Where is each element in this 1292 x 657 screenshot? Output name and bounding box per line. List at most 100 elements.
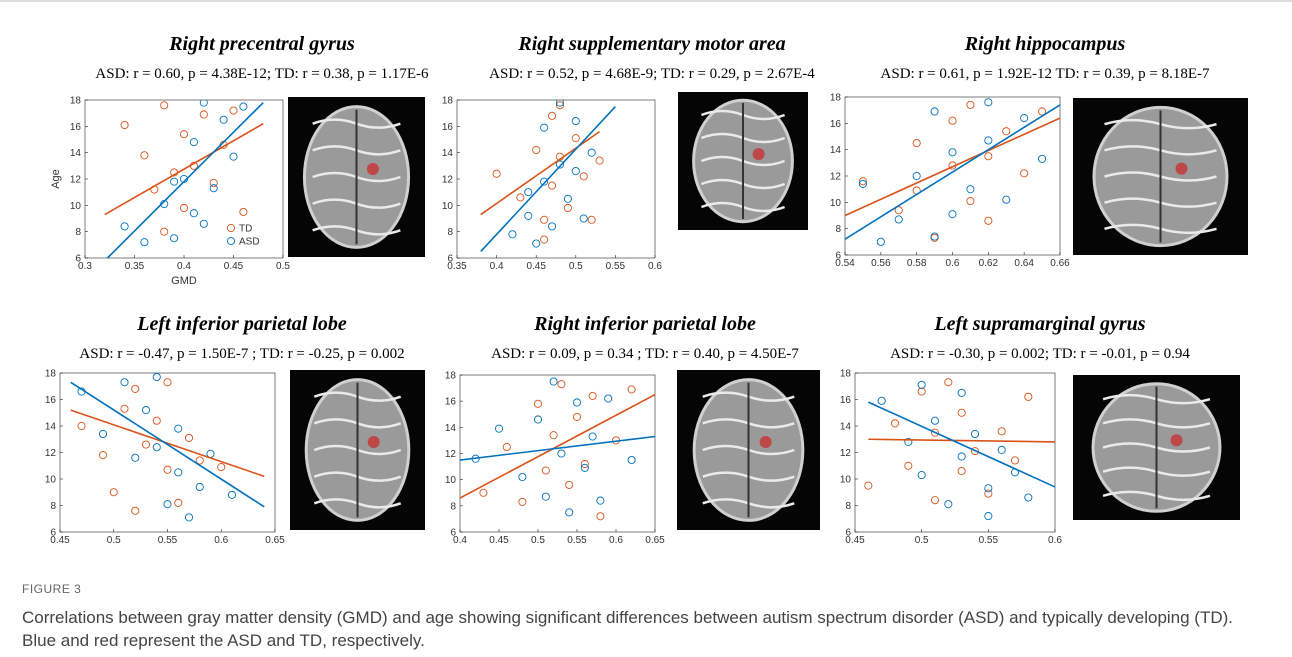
y-axis-label: Age [50, 169, 62, 189]
x-tick-label: 0.5 [276, 261, 290, 272]
brain-highlight [367, 163, 379, 175]
x-tick-label: 0.65 [265, 535, 285, 546]
y-tick-label: 18 [45, 369, 57, 380]
x-tick-label: 0.5 [915, 535, 929, 546]
y-tick-label: 12 [45, 448, 57, 459]
y-tick-label: 8 [447, 227, 453, 238]
brain-highlight [753, 148, 765, 160]
y-tick-label: 12 [442, 175, 454, 186]
panel: Right inferior parietal lobe ASD: r = 0.0… [445, 313, 820, 546]
y-tick-label: 8 [75, 227, 81, 238]
y-tick-label: 8 [50, 501, 56, 512]
plot-box [85, 100, 283, 258]
plot-box [457, 100, 655, 258]
x-tick-label: 0.5 [107, 535, 121, 546]
x-tick-label: 0.4 [490, 261, 504, 272]
brain-highlight [1176, 163, 1188, 175]
x-tick-label: 0.62 [979, 258, 999, 269]
figure-caption: Correlations between gray matter density… [22, 606, 1252, 652]
y-tick-label: 6 [75, 254, 81, 265]
x-tick-label: 0.56 [871, 258, 891, 269]
y-tick-label: 10 [830, 198, 842, 209]
y-tick-label: 12 [70, 175, 82, 186]
chart-title: Right precentral gyrus [168, 33, 355, 55]
y-tick-label: 6 [450, 528, 456, 539]
y-tick-label: 6 [50, 528, 56, 539]
x-tick-label: 0.6 [214, 535, 228, 546]
y-tick-label: 14 [442, 148, 454, 159]
panel: Left supramarginal gyrus ASD: r = -0.30, … [840, 313, 1240, 546]
y-tick-label: 10 [445, 475, 457, 486]
x-axis-label: GMD [171, 275, 197, 287]
brain-highlight [760, 436, 772, 448]
chart-title: Right inferior parietal lobe [533, 313, 756, 335]
x-tick-label: 0.4 [177, 261, 191, 272]
y-tick-label: 14 [840, 422, 852, 433]
x-tick-label: 0.6 [609, 535, 623, 546]
chart-subtitle: ASD: r = -0.47, p = 1.50E-7 ; TD: r = -0… [79, 346, 404, 362]
y-tick-label: 10 [442, 201, 454, 212]
legend-label: TD [239, 224, 252, 235]
x-tick-label: 0.55 [158, 535, 178, 546]
y-tick-label: 10 [45, 475, 57, 486]
figure-panels: Right precentral gyrus ASD: r = 0.60, p =… [0, 0, 1292, 578]
x-tick-label: 0.58 [907, 258, 927, 269]
x-tick-label: 0.45 [489, 535, 509, 546]
x-tick-label: 0.6 [648, 261, 662, 272]
panel: Left inferior parietal lobe ASD: r = -0.4… [45, 313, 425, 546]
y-tick-label: 14 [45, 422, 57, 433]
y-tick-label: 8 [835, 224, 841, 235]
y-tick-label: 12 [840, 448, 852, 459]
y-tick-label: 14 [445, 423, 457, 434]
x-tick-label: 0.6 [946, 258, 960, 269]
x-tick-label: 0.45 [224, 261, 244, 272]
chart-title: Left inferior parietal lobe [136, 313, 347, 335]
y-tick-label: 14 [70, 148, 82, 159]
y-tick-label: 14 [830, 145, 842, 156]
y-tick-label: 18 [830, 93, 842, 104]
y-tick-label: 12 [830, 172, 842, 183]
y-tick-label: 18 [70, 96, 82, 107]
x-tick-label: 0.66 [1050, 258, 1070, 269]
chart-subtitle: ASD: r = 0.52, p = 4.68E-9; TD: r = 0.29… [489, 66, 815, 82]
x-tick-label: 0.55 [567, 535, 587, 546]
chart-subtitle: ASD: r = 0.09, p = 0.34 ; TD: r = 0.40, … [491, 346, 799, 362]
x-tick-label: 0.35 [125, 261, 145, 272]
brain-highlight [1171, 434, 1183, 446]
legend-label: ASD [239, 237, 260, 248]
y-tick-label: 16 [840, 395, 852, 406]
y-tick-label: 8 [845, 501, 851, 512]
figure: Right precentral gyrus ASD: r = 0.60, p =… [0, 0, 1292, 657]
plot-box [845, 97, 1060, 255]
chart-title: Left supramarginal gyrus [933, 313, 1145, 335]
x-tick-label: 0.6 [1048, 535, 1062, 546]
chart-title: Right hippocampus [964, 33, 1126, 55]
x-tick-label: 0.5 [531, 535, 545, 546]
chart-subtitle: ASD: r = -0.30, p = 0.002; TD: r = -0.01… [890, 346, 1190, 362]
x-tick-label: 0.5 [569, 261, 583, 272]
x-tick-label: 0.65 [645, 535, 665, 546]
y-tick-label: 6 [447, 254, 453, 265]
y-tick-label: 16 [70, 122, 82, 133]
y-tick-label: 16 [45, 395, 57, 406]
y-tick-label: 10 [840, 475, 852, 486]
x-tick-label: 0.55 [979, 535, 999, 546]
chart-subtitle: ASD: r = 0.61, p = 1.92E-12 TD: r = 0.39… [881, 66, 1210, 82]
y-tick-label: 8 [450, 501, 456, 512]
figure-label: FIGURE 3 [22, 582, 81, 596]
y-tick-label: 16 [442, 122, 454, 133]
panel: Right hippocampus ASD: r = 0.61, p = 1.92… [830, 33, 1248, 269]
x-tick-label: 0.64 [1014, 258, 1034, 269]
y-tick-label: 16 [445, 397, 457, 408]
y-tick-label: 6 [835, 251, 841, 262]
chart-subtitle: ASD: r = 0.60, p = 4.38E-12; TD: r = 0.3… [95, 66, 429, 82]
x-tick-label: 0.55 [606, 261, 626, 272]
y-tick-label: 6 [845, 528, 851, 539]
brain-highlight [368, 436, 380, 448]
y-tick-label: 10 [70, 201, 82, 212]
y-tick-label: 18 [445, 371, 457, 382]
y-tick-label: 12 [445, 449, 457, 460]
x-tick-label: 0.45 [526, 261, 546, 272]
y-tick-label: 18 [840, 369, 852, 380]
